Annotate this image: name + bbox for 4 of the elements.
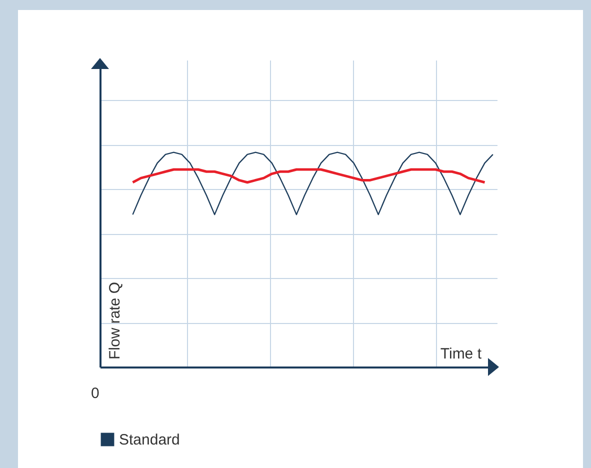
legend-label: Standard — [119, 432, 180, 448]
y-axis-title: Flow rate Q — [106, 282, 124, 360]
text: 0 — [91, 385, 100, 402]
x-axis-title: Time t — [440, 346, 482, 362]
